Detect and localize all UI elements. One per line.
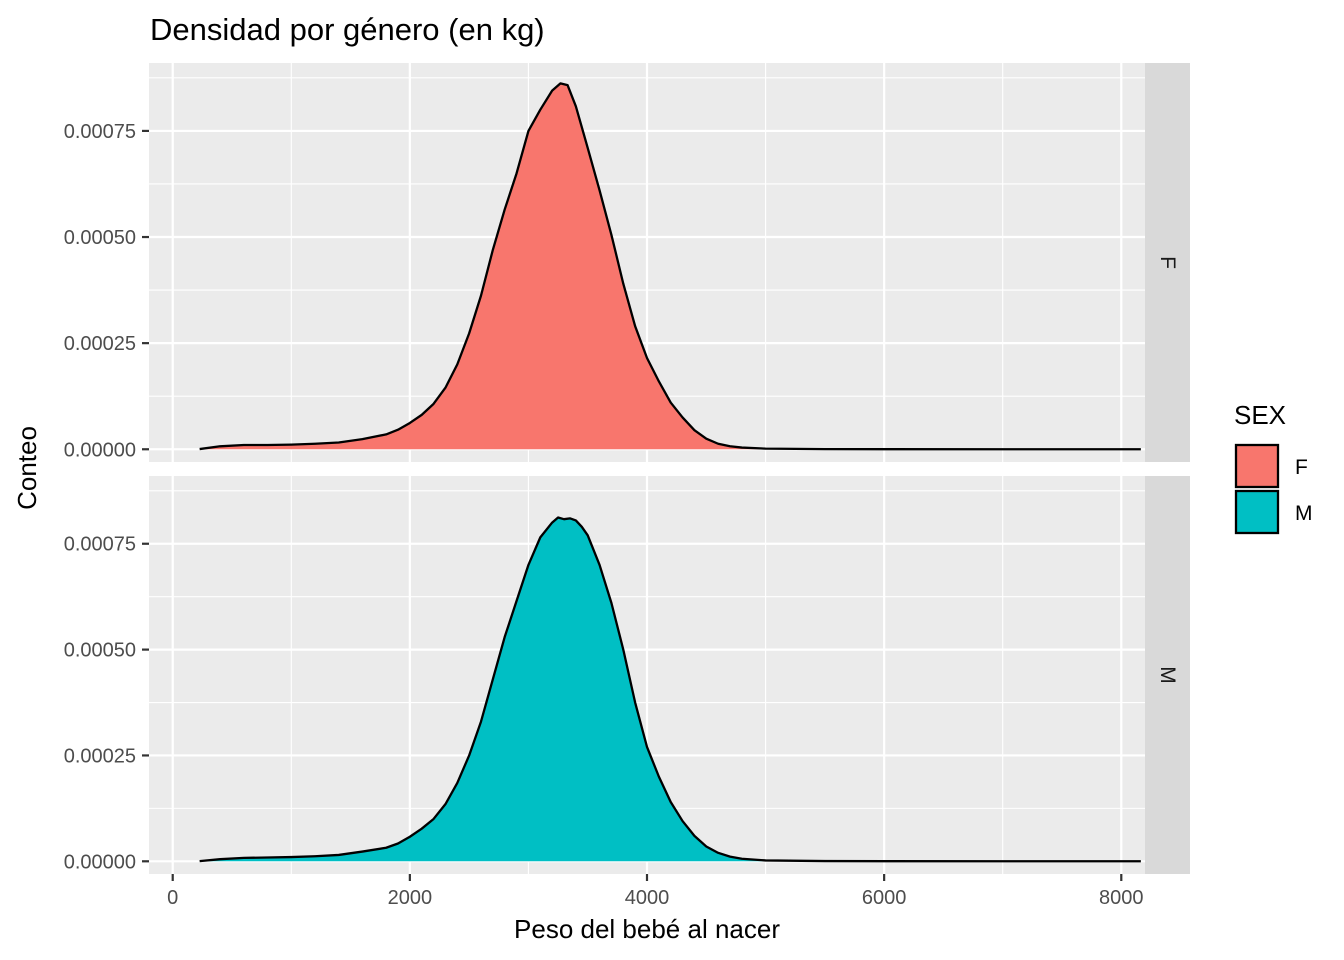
legend-key-m — [1234, 489, 1280, 535]
facet-panel-m: 0.00000 0.00025 0.00050 0.00075 M — [64, 476, 1190, 874]
facet-panels: 0.000000.000250.000500.00075F0.000000.00… — [64, 63, 1190, 874]
y-tick-label: 0.00025 — [64, 745, 136, 767]
density-line-m — [199, 516, 1141, 863]
legend-items: FM — [1234, 443, 1313, 535]
facet-strip-f — [1145, 63, 1190, 462]
x-tick-label: 2000 — [388, 887, 433, 909]
chart-title: Densidad por género (en kg) — [150, 12, 545, 47]
facet-strip-label: F — [1156, 256, 1179, 269]
facet-strip-m — [1145, 476, 1190, 874]
y-tick-label: 0.00025 — [64, 333, 136, 355]
facet-strip-label: M — [1156, 666, 1179, 684]
x-tick-label: 0 — [167, 887, 178, 909]
x-tick-label: 4000 — [625, 887, 670, 909]
y-tick-label: 0.00000 — [64, 851, 136, 873]
y-tick-label: 0.00075 — [64, 121, 136, 143]
legend-label: F — [1295, 456, 1308, 479]
legend: SEX FM — [1234, 400, 1313, 535]
facet-panel-f: 0.00000 0.00025 0.00050 0.00075 F — [64, 63, 1190, 462]
legend-label: M — [1295, 502, 1313, 525]
x-axis: 0 2000 4000 6000 8000 — [167, 874, 1144, 909]
y-tick-label: 0.00050 — [64, 640, 136, 662]
legend-title: SEX — [1234, 400, 1286, 430]
y-tick-label: 0.00050 — [64, 227, 136, 249]
y-axis-title: Conteo — [12, 426, 42, 510]
y-tick-label: 0.00000 — [64, 439, 136, 461]
y-tick-label: 0.00075 — [64, 534, 136, 556]
x-tick-label: 6000 — [862, 887, 907, 909]
density-line-f — [199, 82, 1141, 451]
x-axis-title: Peso del bebé al nacer — [514, 914, 780, 944]
x-tick-label: 8000 — [1099, 887, 1144, 909]
legend-key-f — [1234, 443, 1280, 489]
